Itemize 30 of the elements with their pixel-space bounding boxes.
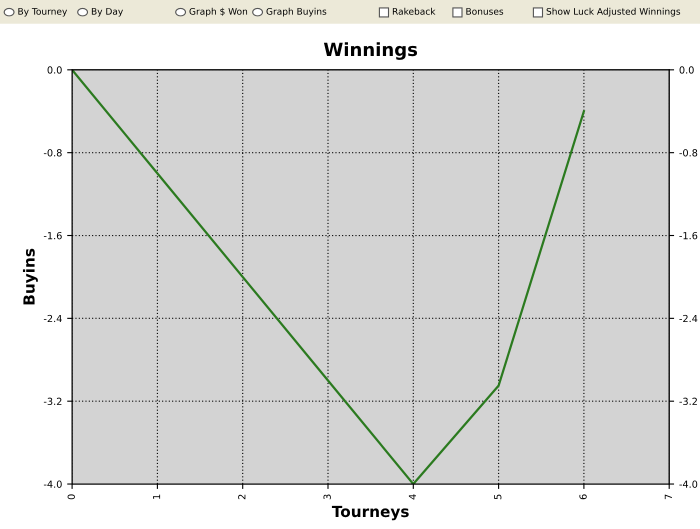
y2-tick-label: -4.0 [679, 480, 698, 488]
text: Graph $ Won [190, 8, 248, 17]
chart-title: Winnings [324, 42, 418, 60]
x-tick-label: 3 [323, 494, 331, 500]
y-tick-label: 0.0 [48, 66, 62, 74]
y-axis-title: Buyins [22, 248, 38, 304]
y-tick-label: -1.6 [44, 232, 62, 240]
text: Show Luck Adjusted Winnings [546, 8, 680, 17]
x-tick-label: 5 [494, 494, 502, 500]
x-tick-label: 1 [152, 494, 160, 499]
y2-tick-label: -0.8 [679, 149, 698, 156]
y-tick-label: -3.2 [44, 398, 62, 406]
text: By Tourney [18, 8, 68, 17]
y-tick-label: -0.8 [44, 149, 62, 156]
y2-tick-label: 0.0 [680, 66, 694, 74]
text: Graph Buyins [266, 8, 326, 17]
x-tick-label: 0 [68, 494, 75, 500]
y2-tick-label: -3.2 [679, 398, 697, 406]
x-tick-label: 6 [579, 494, 587, 500]
x-tick-label: 4 [408, 494, 416, 500]
y2-tick-label: -2.4 [679, 314, 698, 322]
x-tick-label: 7 [664, 494, 672, 500]
x-axis-title: Tourneys [332, 506, 409, 520]
x-tick-label: 2 [238, 494, 246, 500]
text: Rakeback [392, 8, 436, 15]
text: Bonuses [466, 8, 504, 15]
y-tick-label: -4.0 [44, 480, 62, 488]
text: By Day [92, 8, 123, 17]
y2-tick-label: -1.6 [679, 232, 698, 240]
y-tick-label: -2.4 [44, 314, 62, 322]
